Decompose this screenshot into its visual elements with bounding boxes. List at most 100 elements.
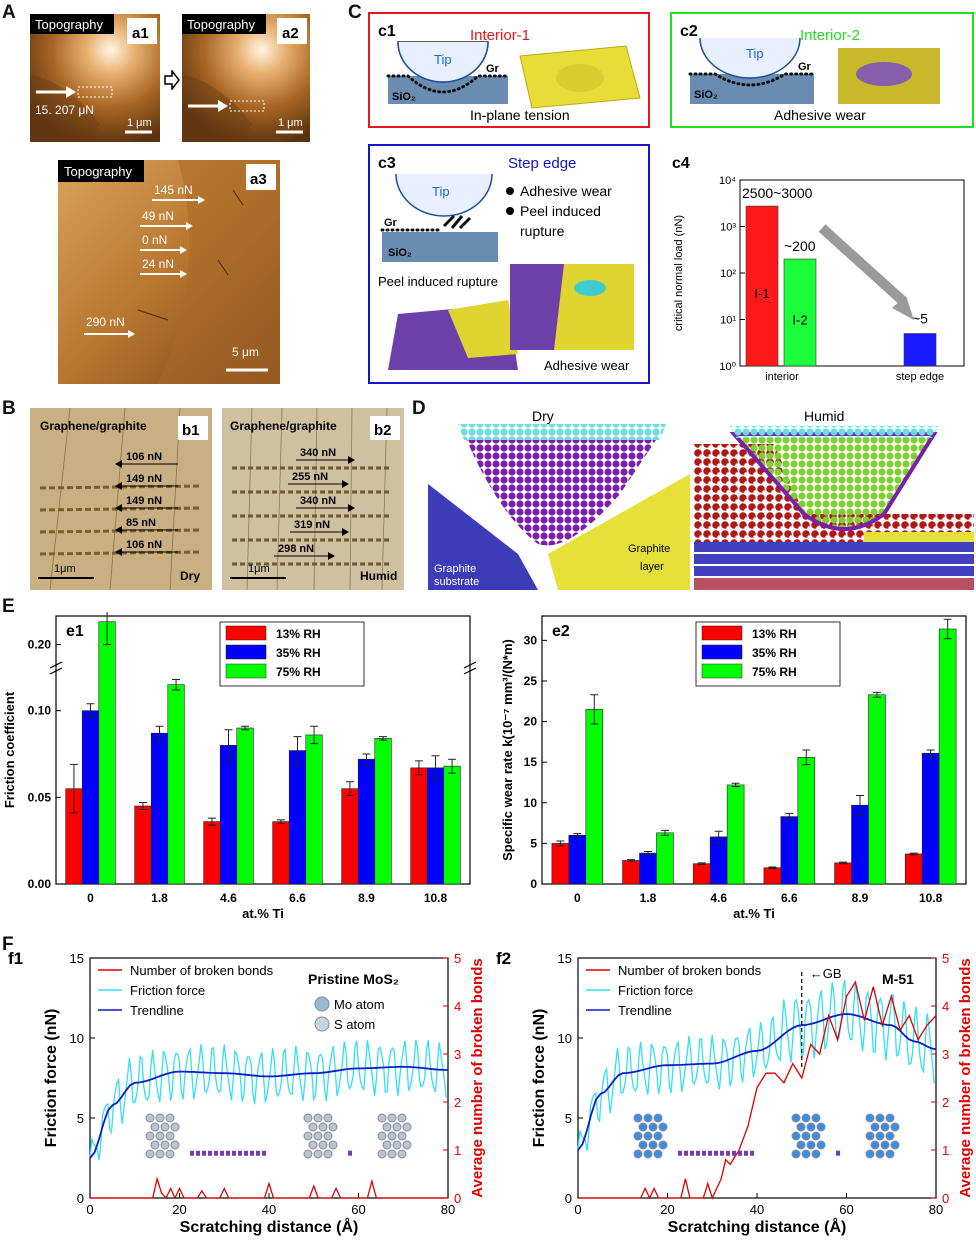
b1-load-5: 106 nN (126, 539, 162, 551)
f-gb-label: ←GB (810, 966, 842, 981)
c3-bullet-2: Peel induced (520, 203, 601, 219)
f-y2tick-label: 0 (454, 1191, 461, 1206)
f-molecule-atom (160, 1122, 170, 1132)
e-bar (134, 805, 152, 885)
f-ylabel: Friction force (nN) (43, 1009, 60, 1148)
e-xtick-label: 0 (87, 891, 94, 905)
e-bar (709, 836, 728, 885)
e-legend-swatch (225, 625, 267, 641)
f-molecule-atom (658, 1122, 668, 1132)
f-molecule-atom (796, 1122, 806, 1132)
md-image-humid: Humid (694, 404, 974, 590)
d-layer-line1: Graphite (628, 543, 670, 555)
f-molecule-atom (638, 1140, 648, 1150)
c1-sublabel: c1 (378, 23, 396, 40)
e-bar (834, 862, 852, 885)
f-y2tick-label: 0 (942, 1191, 949, 1206)
e-errorbar (448, 758, 457, 774)
e-xlabel: at.% Ti (733, 906, 775, 921)
e-xtick-label: 10.8 (919, 891, 943, 905)
f-molecule-atom (328, 1122, 338, 1132)
afm-image-a3: Topography a3 145 nN 49 nN 0 nN 24 nN 29… (58, 160, 280, 384)
e-xlabel: at.% Ti (242, 906, 284, 921)
f-trendline (577, 1013, 937, 1151)
c2-sio2-label: SiO₂ (694, 89, 718, 101)
c4-ylabel: critical normal load (nN) (673, 215, 685, 331)
a-flow-arrow-icon (164, 70, 180, 90)
md-image-dry: Dry Graphite substrate Graphite layer (428, 404, 690, 590)
f-y2tick-label: 3 (942, 1047, 949, 1062)
e-errorbar (926, 749, 935, 757)
f-xtick-label: 20 (660, 1202, 674, 1217)
f-xtick-label: 60 (839, 1202, 853, 1217)
e-ytick-label: 0.20 (28, 638, 52, 652)
f-y2tick-label: 4 (942, 999, 949, 1014)
f-molecule-atom (806, 1140, 816, 1150)
e-sublabel: e1 (66, 623, 84, 640)
e-errorbar (872, 691, 881, 698)
c4-annot-3: ~5 (912, 310, 928, 326)
e-bar (374, 738, 392, 885)
f-ytick-label: 0 (77, 1191, 84, 1206)
d-dry-title: Dry (532, 408, 554, 424)
e-ytick-label: 10 (524, 796, 538, 810)
e-ylabel: Friction coefficient (2, 691, 17, 808)
f-ytick-label: 10 (558, 1031, 572, 1046)
f-molecule-atom (323, 1113, 333, 1123)
e-bar (98, 621, 116, 885)
c3-sio2-label: SiO₂ (388, 247, 412, 259)
f-legend-label: Friction force (618, 983, 693, 998)
f-legend-label: Number of broken bonds (130, 963, 274, 978)
f-molecule-atom (392, 1122, 402, 1132)
e-bar (443, 765, 461, 885)
f-friction-line (577, 980, 935, 1151)
a1-force-label: 15. 207 μN (35, 103, 94, 117)
c4-ytick-label: 10³ (720, 222, 736, 234)
e-errorbar (69, 763, 78, 814)
f-molecule-atom (880, 1122, 890, 1132)
f-legend-label: Trendline (130, 1003, 184, 1018)
e-bar (904, 853, 923, 885)
f-molecule-atom (885, 1149, 895, 1159)
f-molecule-atom (397, 1113, 407, 1123)
f-ytick-label: 5 (77, 1111, 84, 1126)
e-bar (150, 732, 169, 885)
f-molecule-atom (801, 1131, 811, 1141)
e-ytick-label: 0.10 (28, 704, 52, 718)
f-molecule-atom (397, 1131, 407, 1141)
f-molecule-atom (885, 1113, 895, 1123)
e-bar (938, 628, 957, 885)
c4-bar (783, 258, 817, 367)
f-molecule-atom (308, 1122, 318, 1132)
b2-load-5: 298 nN (278, 543, 314, 555)
c4-annot-2: ~200 (784, 238, 816, 254)
a1-sublabel: a1 (132, 25, 149, 42)
b1-condition: Dry (180, 569, 200, 583)
e-bar (656, 832, 674, 885)
f-atom-marker (314, 1016, 330, 1032)
e-bar (868, 694, 886, 885)
f-molecule-atom (875, 1113, 885, 1123)
e-xtick-label: 8.9 (852, 891, 869, 905)
e-errorbar (172, 678, 181, 691)
b2-title: Graphene/graphite (230, 419, 337, 433)
e-bar (851, 804, 869, 885)
f-y2tick-label: 2 (942, 1095, 949, 1110)
e-errorbar (731, 782, 740, 788)
e-ytick-label: 0.00 (28, 877, 52, 891)
f-ytick-label: 0 (565, 1191, 572, 1206)
e-errorbar (138, 802, 147, 810)
e-ytick-label: 20 (524, 715, 538, 729)
d-humid-title: Humid (804, 408, 844, 424)
e-errorbar (660, 829, 669, 836)
c3-tip-label: Tip (432, 184, 450, 199)
e-legend-label: 75% RH (752, 665, 797, 679)
chart-e1: e10.000.050.100.200.2501.84.66.68.910.8a… (2, 612, 477, 921)
f-molecule-atom (387, 1113, 397, 1123)
e-bar (272, 821, 290, 885)
f-ytick-label: 15 (558, 951, 572, 966)
f-molecule-atom (402, 1140, 412, 1150)
f-molecule-atom (816, 1122, 826, 1132)
panel-label-A: A (2, 2, 16, 23)
f-y2tick-label: 5 (942, 951, 949, 966)
